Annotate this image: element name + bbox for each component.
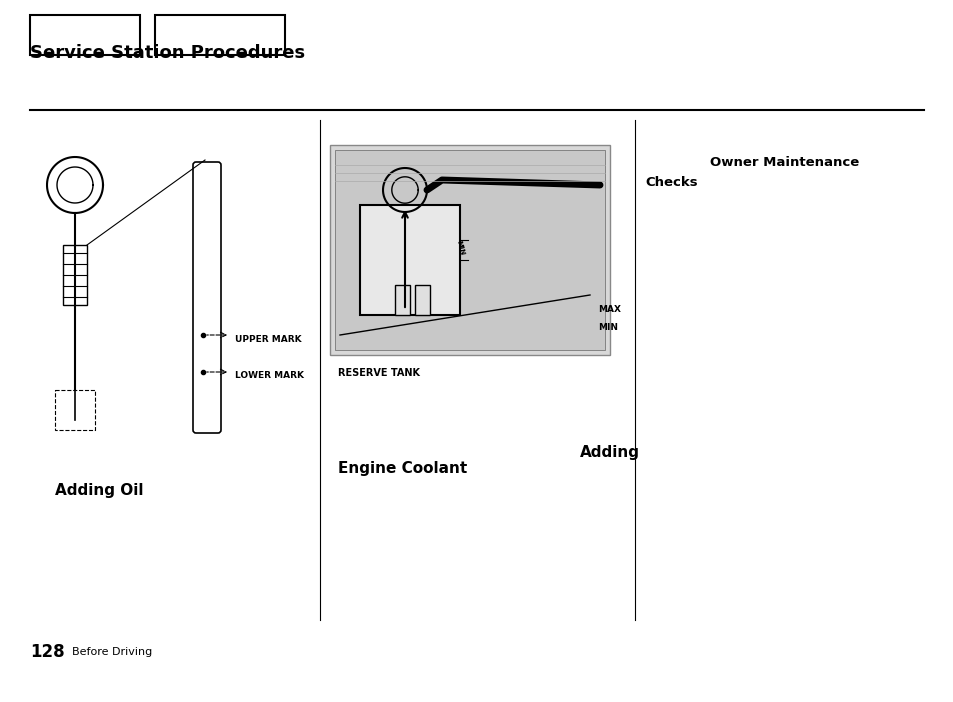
Text: RESERVE TANK: RESERVE TANK (337, 368, 419, 378)
Bar (55, 390, 95, 430)
Bar (330, 145, 609, 355)
Bar (63, 245, 87, 305)
Bar (415, 285, 430, 315)
Bar (359, 205, 459, 315)
Text: Before Driving: Before Driving (71, 647, 152, 657)
Text: UPPER MARK: UPPER MARK (234, 336, 301, 345)
Text: Adding: Adding (579, 446, 639, 461)
Text: MIN: MIN (455, 239, 464, 256)
Text: Owner Maintenance: Owner Maintenance (709, 156, 859, 168)
Text: Engine Coolant: Engine Coolant (337, 461, 467, 475)
Bar (395, 285, 410, 315)
FancyBboxPatch shape (193, 162, 221, 433)
Text: Checks: Checks (644, 176, 697, 189)
Text: LOWER MARK: LOWER MARK (234, 371, 304, 380)
Bar (30, 15, 140, 55)
Text: MIN: MIN (598, 324, 618, 333)
Bar (335, 150, 604, 350)
Text: 128: 128 (30, 643, 65, 661)
Text: MAX: MAX (598, 305, 620, 314)
Text: Service Station Procedures: Service Station Procedures (30, 44, 305, 62)
Bar (154, 15, 285, 55)
Text: Adding Oil: Adding Oil (55, 482, 143, 498)
